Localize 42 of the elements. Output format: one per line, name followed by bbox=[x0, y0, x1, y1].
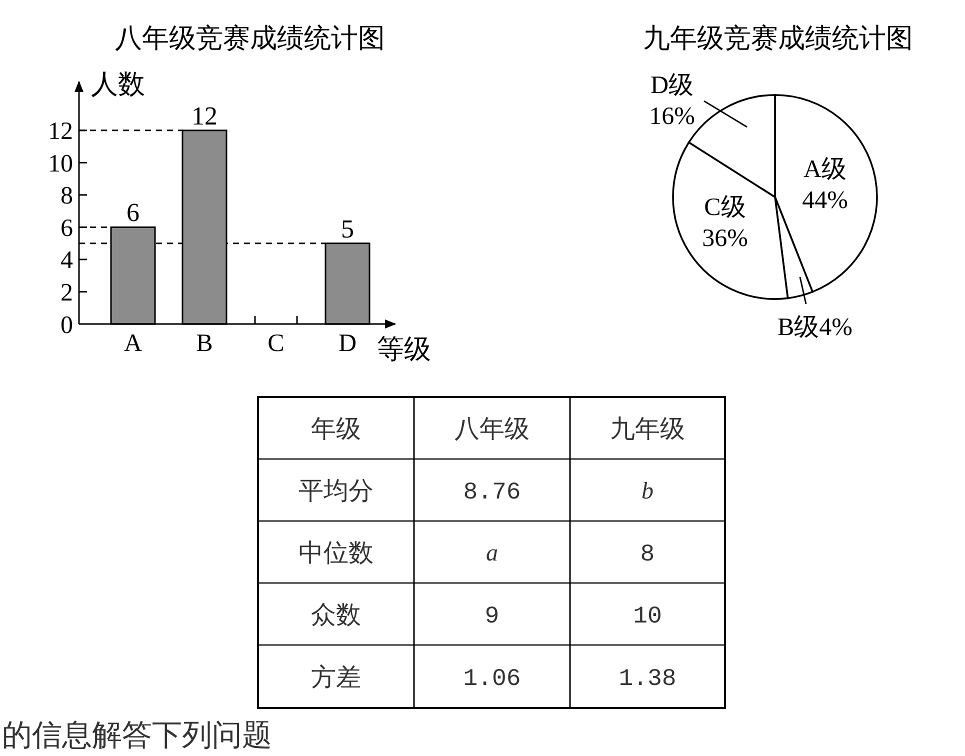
category-label: 平均分 bbox=[298, 478, 374, 505]
y-tick-label: 12 bbox=[48, 118, 73, 146]
chart-title: 九年级竞赛成绩统计图 bbox=[643, 23, 913, 53]
x-tick-label: B bbox=[196, 330, 213, 357]
category-label: 年级 bbox=[311, 416, 361, 443]
category-label: 众数 bbox=[311, 602, 361, 629]
category-label: 八年级 bbox=[454, 416, 530, 443]
slice-label: B级 bbox=[777, 314, 820, 341]
slice-label: D级 bbox=[650, 72, 694, 99]
y-tick-label: 8 bbox=[60, 182, 73, 210]
data-label: 12 bbox=[192, 101, 218, 130]
data-label: 5 bbox=[341, 214, 354, 244]
slice-label: A级 bbox=[803, 156, 847, 183]
text: 的信息解答下列问题 bbox=[2, 719, 272, 752]
data-label: 6 bbox=[126, 198, 140, 228]
slice-label: C级 bbox=[704, 194, 746, 221]
data-label: 16% bbox=[649, 103, 695, 130]
x-tick-label: D bbox=[338, 330, 357, 357]
text: 1.06 bbox=[463, 666, 521, 693]
text: 8.76 bbox=[463, 479, 521, 506]
data-label: 36% bbox=[702, 225, 748, 252]
text: b bbox=[642, 478, 654, 504]
x-tick-label: A bbox=[124, 330, 142, 357]
y-tick-label: 10 bbox=[48, 150, 73, 178]
y-axis-title: 人数 bbox=[91, 69, 145, 99]
text: 9 bbox=[484, 603, 500, 630]
y-tick-label: 6 bbox=[60, 214, 73, 242]
text: 1.38 bbox=[618, 666, 676, 693]
text: 10 bbox=[633, 603, 662, 630]
data-label: 44% bbox=[802, 187, 848, 214]
category-label: 方差 bbox=[311, 664, 361, 692]
text: a bbox=[486, 540, 498, 566]
data-label: 4% bbox=[819, 314, 853, 341]
chart-title: 八年级竞赛成绩统计图 bbox=[115, 23, 385, 53]
y-tick-label: 0 bbox=[60, 312, 73, 339]
y-tick-label: 4 bbox=[60, 247, 74, 274]
text: 8 bbox=[640, 541, 655, 568]
x-axis-title: 等级 bbox=[377, 334, 431, 364]
x-tick-label: C bbox=[268, 330, 284, 357]
category-label: 九年级 bbox=[610, 416, 685, 443]
category-label: 中位数 bbox=[298, 540, 374, 567]
y-tick-label: 2 bbox=[60, 279, 73, 306]
